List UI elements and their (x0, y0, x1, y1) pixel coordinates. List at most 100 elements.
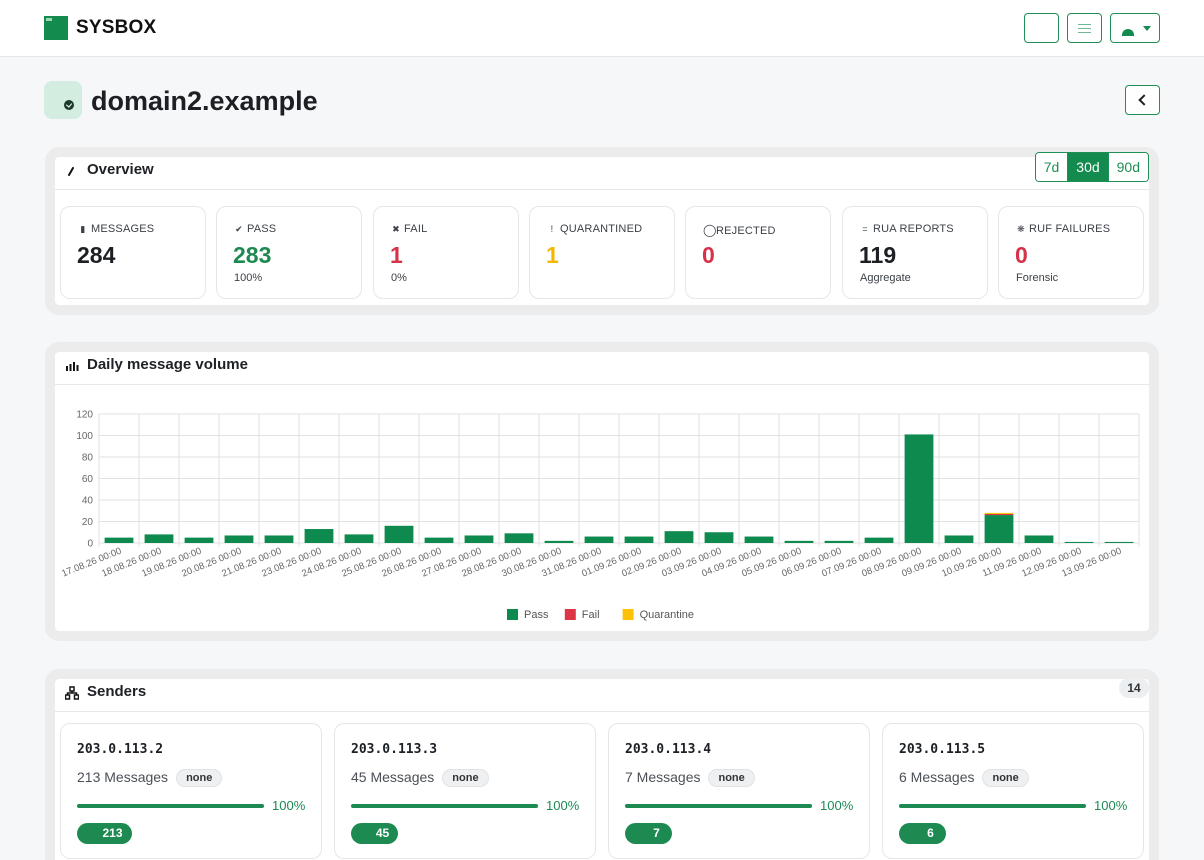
domain-verified-icon (44, 81, 82, 119)
stat-value: 1 (546, 242, 559, 268)
user-icon (1122, 29, 1134, 36)
stat-label: PASS (247, 223, 277, 235)
pass-rate-text: 100% (272, 798, 306, 813)
bar-pass (704, 532, 734, 543)
chevron-down-icon (1143, 26, 1151, 31)
exclamation-icon: ! (550, 224, 554, 234)
sender-ip: 203.0.113.2 (77, 742, 164, 757)
daily-volume-title: Daily message volume (87, 356, 248, 373)
circle-icon: ◯ (703, 223, 717, 237)
pass-rate-text: 100% (546, 798, 580, 813)
user-menu-button[interactable] (1110, 13, 1160, 43)
stat-rua-reports[interactable]: = RUA REPORTS 119 Aggregate (842, 206, 988, 299)
back-button[interactable] (1125, 85, 1160, 115)
y-tick-label: 120 (76, 410, 93, 421)
bar-pass (624, 536, 654, 543)
list-icon: = (862, 224, 868, 234)
bar-pass (744, 536, 774, 543)
theme-toggle-button[interactable] (1024, 13, 1059, 43)
y-tick-label: 100 (76, 431, 93, 442)
bar-pass (304, 529, 334, 543)
senders-header: Senders 14 (55, 678, 1149, 712)
stat-label: FAIL (404, 223, 428, 235)
sitemap-icon (65, 686, 79, 700)
daily-volume-header: Daily message volume (55, 352, 1149, 385)
chevron-left-icon (1138, 94, 1150, 106)
bar-pass (784, 540, 814, 543)
overview-title: Overview (87, 161, 154, 178)
stat-value: 119 (859, 242, 897, 268)
senders-title: Senders (87, 683, 147, 700)
stat-sub: 100% (234, 272, 263, 284)
stat-ruf-failures[interactable]: ❋ RUF FAILURES 0 Forensic (998, 206, 1144, 299)
bar-pass (1104, 541, 1134, 543)
range-selector: 7d 30d 90d (1034, 152, 1149, 182)
pass-rate-text: 100% (1094, 798, 1128, 813)
stat-label: RUA REPORTS (873, 223, 954, 235)
sender-card[interactable]: 203.0.113.5 6 Messages none 100% 6 (882, 723, 1144, 859)
bar-pass (1064, 541, 1094, 543)
brand[interactable]: SYSBOX (44, 16, 156, 40)
pass-rate-bar (625, 804, 812, 808)
y-tick-label: 40 (82, 496, 94, 507)
stat-value: 0 (702, 242, 715, 268)
bar-pass (824, 540, 854, 543)
y-tick-label: 60 (82, 474, 94, 485)
sender-ip: 203.0.113.5 (899, 742, 986, 757)
bar-pass (224, 535, 254, 543)
stat-label: RUF FAILURES (1029, 223, 1111, 235)
x-icon: ✖ (392, 224, 400, 234)
bar-pass (864, 537, 894, 543)
stat-label: QUARANTINED (560, 223, 643, 235)
menu-button[interactable] (1067, 13, 1102, 43)
brand-name: SYSBOX (76, 17, 157, 38)
stat-pass[interactable]: ✔ PASS 283 100% (216, 206, 362, 299)
stat-value: 0 (1015, 242, 1028, 268)
sender-ip: 203.0.113.3 (351, 742, 438, 757)
legend-swatch (564, 609, 576, 620)
daily-volume-card: Daily message volume 0 20 40 60 80 100 120 17.0… (45, 342, 1159, 641)
top-navbar: SYSBOX (0, 0, 1204, 57)
sender-card[interactable]: 203.0.113.3 45 Messages none 100% 45 (334, 723, 596, 859)
y-tick-label: 0 (87, 539, 93, 550)
page-title: domain2.example (91, 86, 318, 116)
stat-rejected[interactable]: ◯REJECTED 0 (685, 206, 831, 299)
sender-card[interactable]: 203.0.113.4 7 Messages none 100% 7 (608, 723, 870, 859)
policy-badge: none (708, 769, 755, 787)
bar-pass (384, 525, 414, 543)
envelope-icon: ▮ (80, 224, 86, 234)
stat-sub: 0% (391, 272, 407, 284)
range-30d-button[interactable]: 30d (1067, 153, 1108, 181)
bar-pass (264, 535, 294, 543)
bar-pass (584, 536, 614, 543)
sender-card[interactable]: 203.0.113.2 213 Messages none 100% 213 (60, 723, 322, 859)
stat-fail[interactable]: ✖ FAIL 1 0% (373, 206, 519, 299)
senders-count-badge: 14 (1119, 678, 1149, 698)
legend-swatch (507, 609, 518, 620)
pass-rate-bar (899, 804, 1086, 808)
stat-value: 283 (233, 242, 272, 268)
range-7d-button[interactable]: 7d (1035, 153, 1068, 181)
stat-messages[interactable]: ▮ MESSAGES 284 (60, 206, 206, 299)
brand-logo-icon (44, 16, 68, 40)
bar-pass (544, 540, 574, 543)
policy-badge: none (442, 769, 489, 787)
y-tick-label: 20 (82, 517, 94, 528)
legend-label: Pass (524, 609, 549, 621)
stat-label: REJECTED (716, 225, 776, 237)
bar-quarantine (984, 512, 1014, 514)
range-90d-button[interactable]: 90d (1107, 153, 1148, 181)
stat-sub: Aggregate (860, 272, 911, 284)
speedometer-icon (68, 167, 74, 176)
sender-count-chip: 6 (899, 823, 946, 844)
bug-icon: ❋ (1017, 224, 1025, 234)
pass-rate-bar (351, 804, 538, 808)
sender-message-count: 7 Messages (625, 769, 701, 785)
stat-label: MESSAGES (91, 223, 155, 235)
stat-quarantined[interactable]: ! QUARANTINED 1 (529, 206, 675, 299)
bar-pass (344, 534, 374, 543)
legend-swatch (622, 609, 634, 620)
legend-label: Fail (582, 609, 600, 621)
sender-count-chip: 45 (351, 823, 398, 844)
bar-pass (1024, 535, 1054, 543)
